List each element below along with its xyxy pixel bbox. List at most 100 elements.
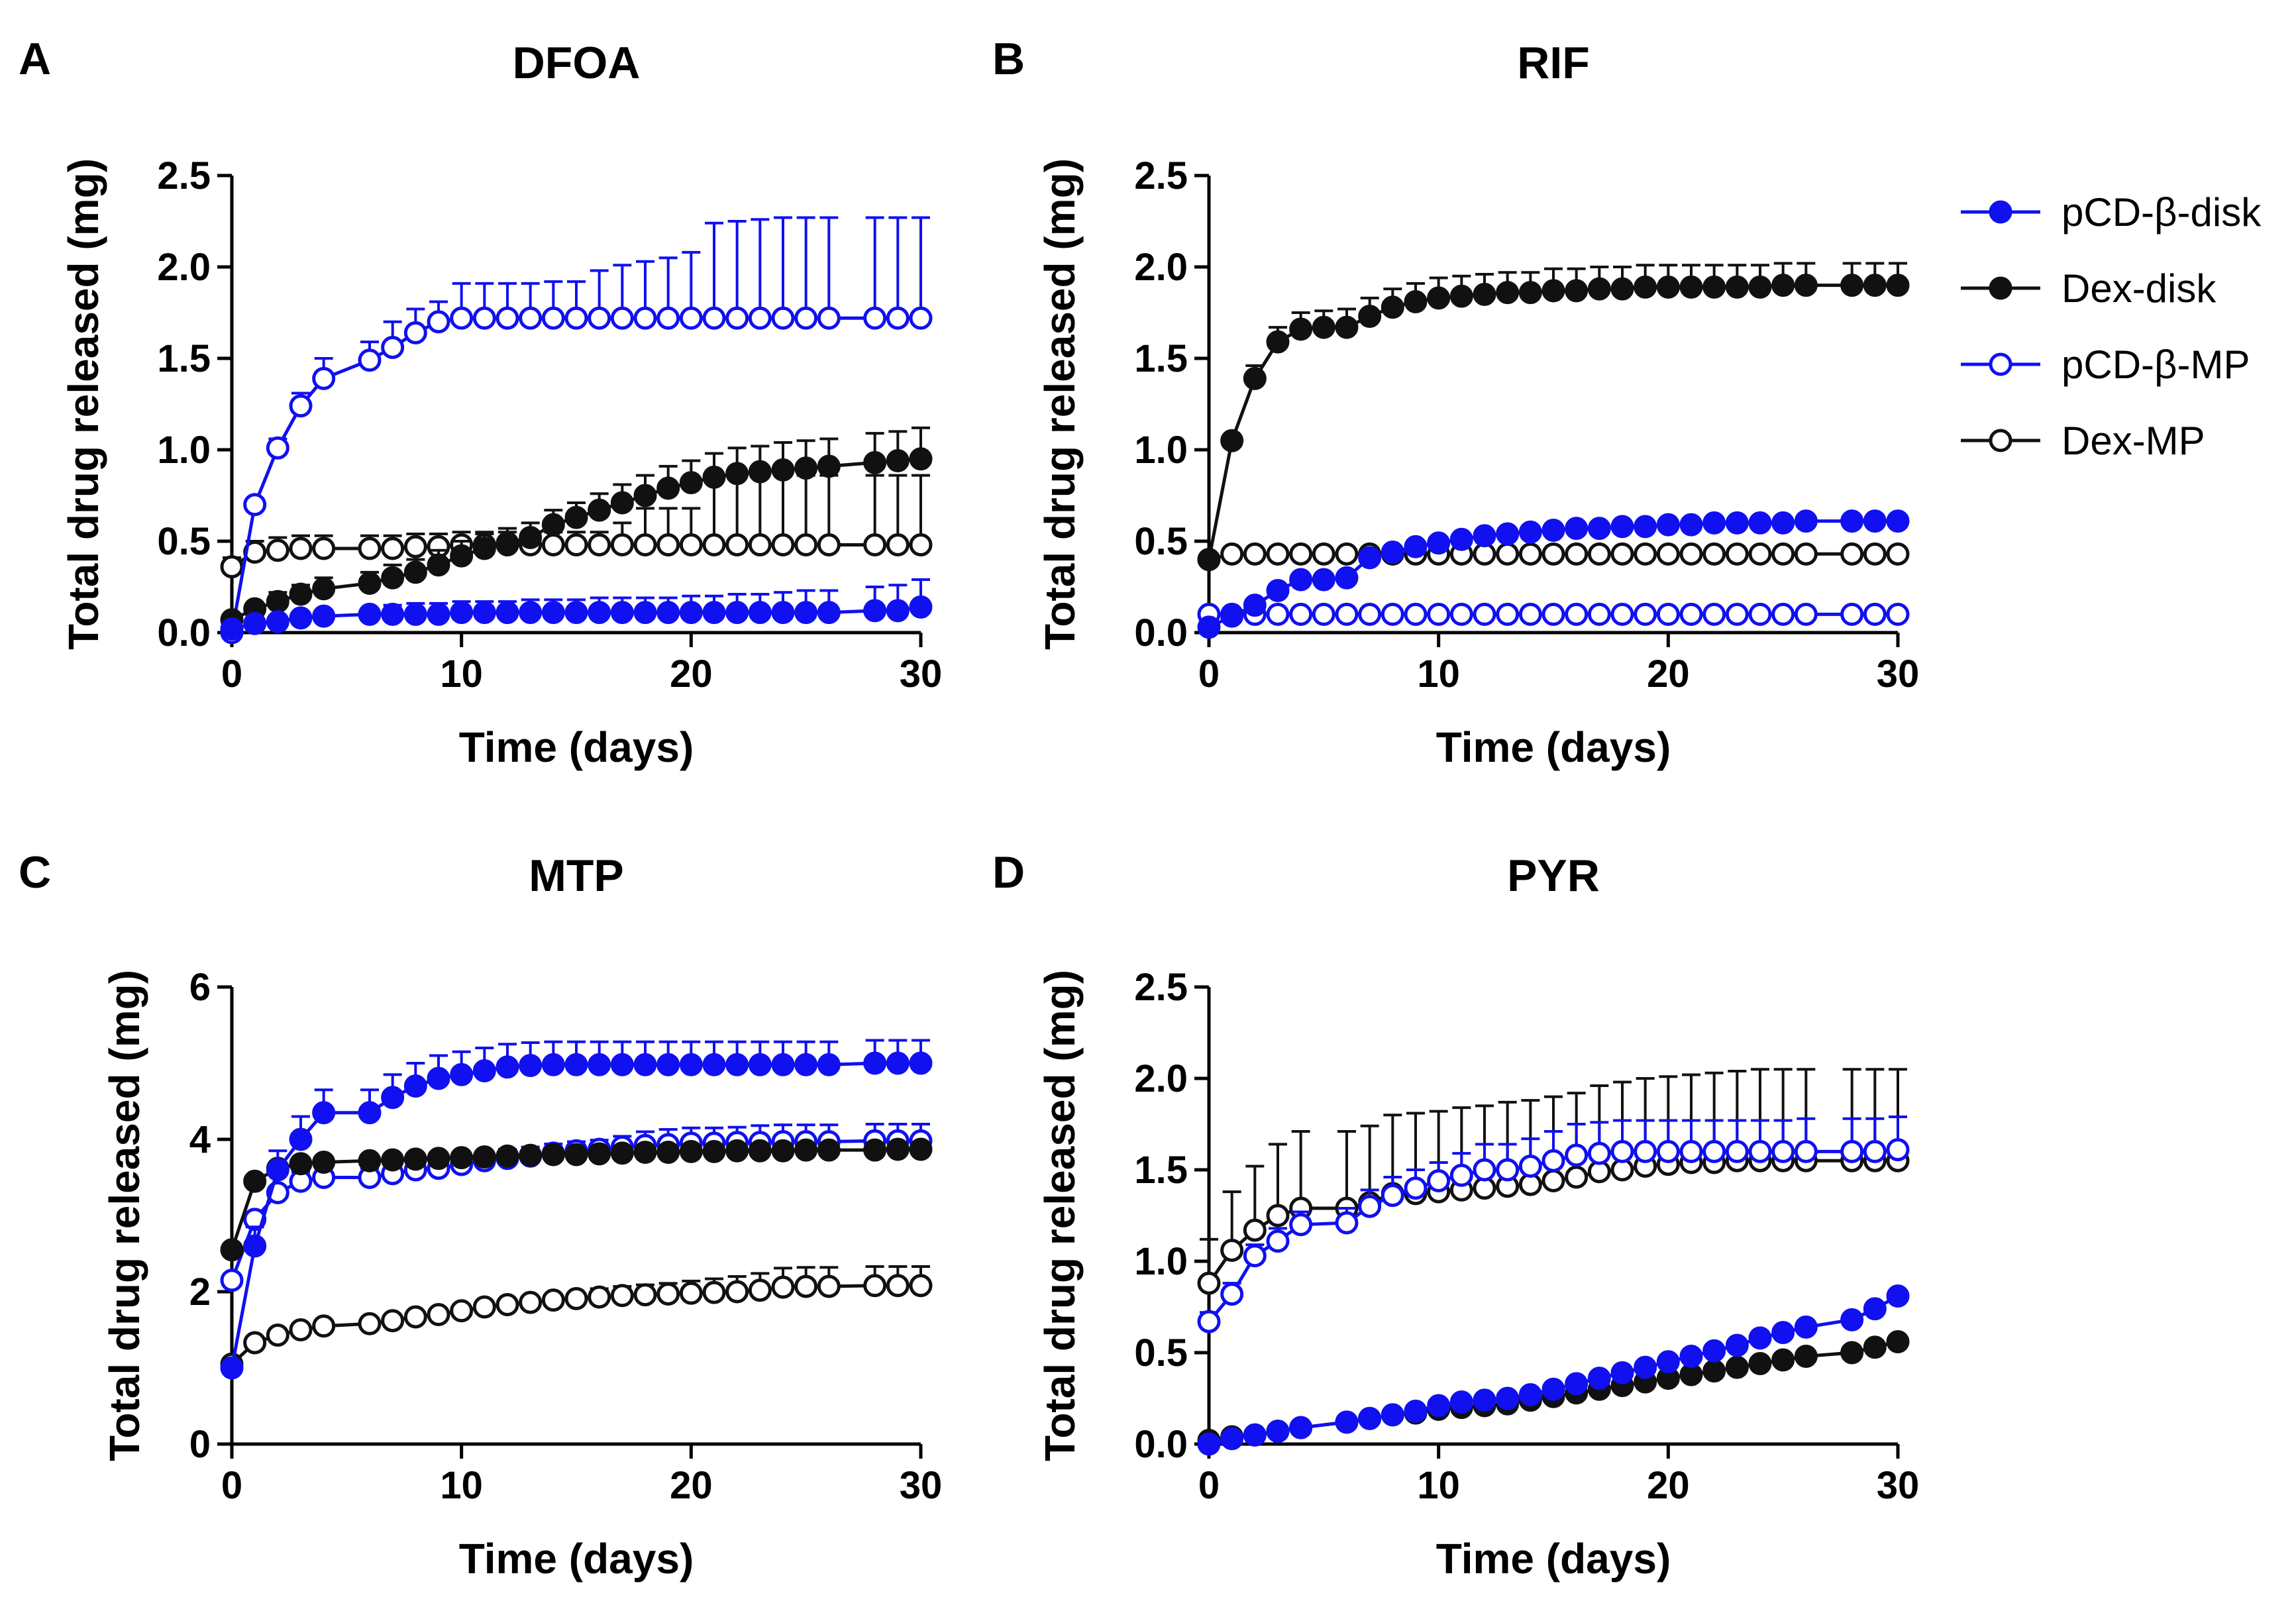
data-point — [725, 306, 749, 330]
data-point — [588, 601, 611, 625]
data-point — [1610, 602, 1634, 626]
data-point — [1312, 542, 1335, 566]
data-point — [886, 449, 910, 473]
data-point — [748, 460, 772, 484]
data-point — [358, 1101, 382, 1125]
y-tick-label: 0.5 — [157, 520, 211, 563]
data-point — [1496, 281, 1520, 305]
data-point — [1679, 275, 1703, 299]
y-tick-label: 1.5 — [157, 337, 211, 380]
data-point — [1771, 511, 1795, 535]
data-point — [1220, 1427, 1244, 1451]
data-point — [472, 601, 496, 625]
data-point — [1565, 1143, 1589, 1167]
data-point — [1771, 1139, 1795, 1163]
data-point — [771, 533, 795, 557]
data-point — [1565, 1165, 1589, 1189]
data-point — [1656, 542, 1680, 566]
data-point — [771, 1139, 795, 1163]
data-point — [289, 537, 313, 560]
data-point — [1725, 1139, 1749, 1163]
data-point — [1197, 1310, 1221, 1333]
data-point — [1473, 282, 1496, 306]
data-point — [863, 1274, 887, 1298]
x-tick-label: 10 — [440, 652, 483, 696]
data-point — [1289, 542, 1313, 566]
data-point — [1541, 1169, 1565, 1193]
data-point — [1863, 1297, 1887, 1321]
data-point — [220, 1238, 244, 1262]
data-point — [289, 1127, 313, 1151]
data-point — [427, 1066, 450, 1090]
y-tick-label: 2.5 — [1134, 154, 1188, 197]
data-point — [1289, 1213, 1313, 1237]
data-point — [472, 1145, 496, 1169]
data-point — [1702, 511, 1726, 535]
data-point — [794, 1053, 818, 1076]
data-point — [1656, 602, 1680, 626]
data-point — [702, 601, 726, 625]
data-point — [312, 1314, 336, 1338]
data-point — [243, 611, 267, 635]
data-point — [1840, 602, 1864, 626]
legend-label: pCD-β-disk — [2061, 190, 2262, 234]
data-point — [1449, 1163, 1473, 1187]
data-point — [1863, 1335, 1887, 1359]
data-point — [794, 533, 818, 557]
y-tick-label: 4 — [189, 1118, 211, 1161]
data-point — [519, 1143, 543, 1167]
data-point — [633, 306, 657, 330]
data-point — [1243, 1244, 1267, 1268]
y-tick-label: 1.5 — [1134, 337, 1188, 380]
legend-entry: pCD-β-disk — [1961, 190, 2262, 234]
data-point — [1634, 1139, 1657, 1163]
data-point — [1541, 518, 1565, 542]
data-point — [1266, 1420, 1290, 1443]
x-tick-label: 0 — [221, 1464, 242, 1507]
data-point — [1748, 511, 1772, 535]
data-point — [403, 560, 427, 584]
data-point — [1634, 1355, 1657, 1379]
data-point — [656, 533, 680, 557]
data-point — [1725, 1333, 1749, 1357]
data-point — [1840, 542, 1864, 566]
legend-label: Dex-disk — [2061, 266, 2217, 311]
data-point — [725, 601, 749, 625]
data-point — [1427, 286, 1451, 310]
chart-title: PYR — [1507, 851, 1600, 901]
y-tick-label: 0.5 — [1134, 520, 1188, 563]
data-point — [1748, 1326, 1772, 1350]
data-point — [312, 604, 336, 628]
data-point — [886, 533, 910, 557]
series-dex-disk — [220, 1137, 933, 1262]
data-point — [1794, 274, 1818, 297]
data-point — [633, 601, 657, 625]
data-point — [358, 602, 382, 626]
data-point — [289, 606, 313, 630]
data-point — [817, 1274, 841, 1298]
data-point — [886, 599, 910, 623]
data-point — [1565, 542, 1589, 566]
data-point — [266, 1158, 289, 1182]
y-tick-label: 1.0 — [1134, 429, 1188, 472]
data-point — [1840, 1308, 1864, 1331]
data-point — [1840, 274, 1864, 297]
data-point — [817, 454, 841, 478]
data-point — [496, 306, 519, 330]
data-point — [1404, 535, 1428, 558]
data-point — [679, 1053, 703, 1076]
data-point — [1771, 274, 1795, 297]
data-point — [1266, 1204, 1290, 1227]
series-pcd-disk — [220, 578, 933, 641]
data-point — [1840, 1341, 1864, 1365]
x-axis-label: Time (days) — [1436, 1535, 1671, 1583]
data-point — [1496, 542, 1520, 566]
data-point — [472, 537, 496, 560]
data-point — [1266, 1229, 1290, 1253]
data-point — [610, 1053, 634, 1076]
data-point — [702, 1280, 726, 1304]
data-point — [1886, 1284, 1910, 1308]
data-point — [1358, 305, 1382, 329]
data-point — [1541, 1149, 1565, 1172]
data-point — [863, 1051, 887, 1075]
